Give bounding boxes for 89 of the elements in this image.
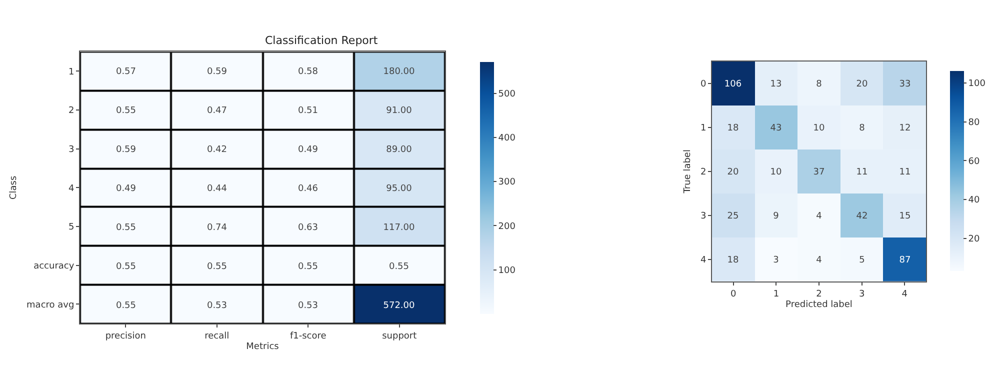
data-label: 0.42 [206, 144, 228, 155]
y-tick-label: 2 [68, 106, 74, 116]
y-tick-label: accuracy [34, 262, 75, 272]
x-axis-title: Predicted label [786, 300, 852, 310]
data-label: 117.00 [383, 222, 416, 233]
data-label: 91.00 [386, 106, 412, 116]
data-label: 0.53 [298, 300, 318, 311]
data-label: 87 [899, 255, 911, 266]
data-label: 0.49 [298, 144, 318, 155]
y-tick-label: macro avg [26, 300, 74, 310]
data-label: 43 [770, 123, 782, 134]
data-label: 25 [727, 211, 739, 222]
data-label: 0.55 [298, 262, 318, 272]
data-label: 0.55 [388, 262, 410, 272]
color-bar-label: 60 [968, 156, 980, 167]
color-bar-label: 100 [968, 79, 986, 90]
color-bar-label: 80 [968, 118, 980, 128]
y-tick-label: 1 [700, 124, 706, 134]
x-tick-label: support [382, 331, 418, 342]
y-tick-label: 1 [68, 67, 74, 78]
color-bar-label: 100 [498, 266, 516, 276]
data-label: 0.55 [116, 222, 136, 233]
data-label: 12 [899, 123, 911, 134]
data-label: 13 [770, 79, 782, 90]
x-tick-label: 0 [730, 289, 737, 300]
x-tick-label: 3 [858, 289, 865, 300]
data-label: 18 [727, 255, 739, 266]
data-label: 4 [816, 211, 822, 222]
data-label: 0.47 [206, 106, 228, 116]
y-tick-label: 4 [700, 256, 706, 266]
data-label: 0.58 [298, 66, 318, 77]
color-bar-label: 40 [968, 196, 980, 206]
data-label: 15 [899, 211, 911, 222]
y-axis-title: True label [682, 150, 693, 194]
data-label: 0.59 [116, 144, 136, 155]
data-label: 0.74 [206, 222, 228, 233]
data-label: 18 [727, 123, 739, 134]
data-label: 8 [816, 79, 822, 90]
data-label: 37 [813, 167, 825, 178]
y-tick-label: 0 [700, 79, 706, 90]
data-label: 95.00 [386, 184, 412, 194]
y-tick-label: 4 [68, 184, 74, 194]
y-tick-label: 2 [700, 168, 706, 178]
data-label: 0.44 [206, 184, 228, 194]
y-tick-label: 3 [700, 212, 706, 222]
data-label: 0.55 [206, 262, 228, 272]
x-tick-label: recall [204, 331, 230, 342]
data-label: 0.55 [116, 262, 136, 272]
x-tick-label: 2 [816, 289, 822, 300]
data-label: 0.53 [206, 300, 228, 311]
color-bar-label: 400 [498, 134, 516, 144]
data-label: 33 [899, 79, 911, 90]
x-tick-label: 1 [773, 289, 780, 300]
color-bar-label: 200 [498, 222, 516, 232]
data-label: 11 [899, 167, 911, 178]
color-bar-label: 20 [968, 234, 980, 245]
data-label: 11 [856, 167, 868, 178]
data-label: 4 [816, 255, 822, 266]
x-tick-label: 4 [902, 289, 908, 300]
y-tick-label: 5 [68, 222, 74, 233]
y-tick-label: 3 [68, 144, 74, 155]
data-label: 20 [856, 79, 868, 90]
data-label: 0.55 [116, 106, 136, 116]
data-label: 0.57 [116, 66, 136, 77]
data-label: 572.00 [383, 300, 416, 311]
data-label: 0.63 [298, 222, 318, 233]
data-label: 8 [859, 123, 866, 134]
data-label: 0.51 [298, 106, 318, 116]
data-label: 20 [727, 167, 739, 178]
data-label: 180.00 [383, 66, 416, 77]
data-label: 106 [724, 79, 742, 90]
data-label: 10 [813, 123, 825, 134]
data-label: 0.55 [116, 300, 136, 311]
data-label: 0.59 [206, 66, 228, 77]
data-label: 42 [856, 211, 868, 222]
data-label: 9 [773, 211, 780, 222]
data-label: 0.46 [298, 184, 318, 194]
data-label: 0.49 [116, 184, 136, 194]
data-label: 3 [773, 255, 779, 266]
data-label: 10 [770, 167, 782, 178]
x-axis-title: Metrics [246, 342, 280, 352]
color-bar-label: 500 [498, 90, 516, 100]
x-tick-label: f1-score [290, 331, 327, 342]
data-label: 89.00 [386, 144, 412, 155]
chart-title: Classification Report [265, 34, 378, 47]
data-label: 5 [859, 255, 865, 266]
color-bar-label: 300 [498, 178, 516, 188]
y-axis-title: Class [8, 176, 19, 200]
x-tick-label: precision [105, 331, 146, 342]
